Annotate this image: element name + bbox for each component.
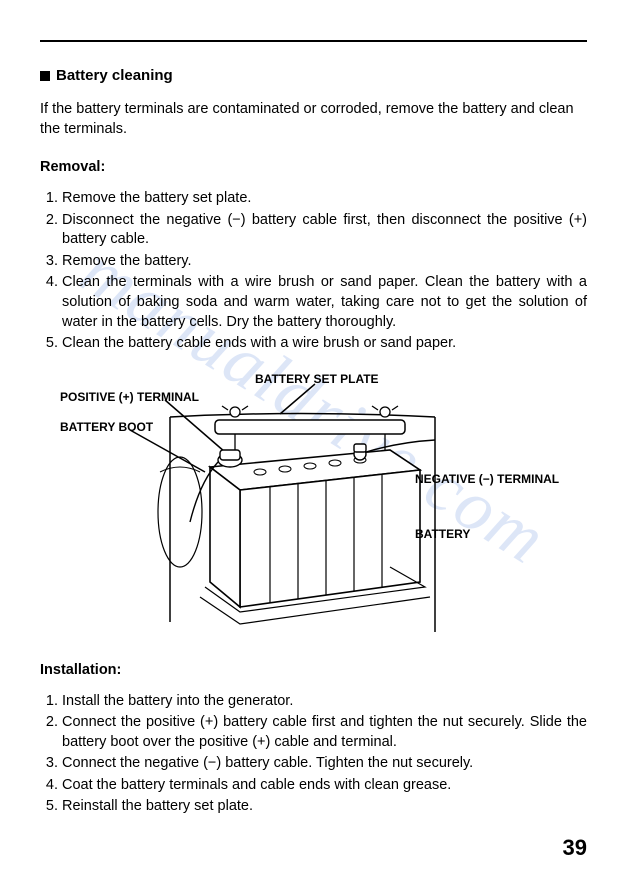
label-boot: BATTERY BOOT: [60, 420, 153, 434]
list-item: Remove the battery.: [62, 252, 587, 272]
list-item: Connect the positive (+) battery cable f…: [62, 713, 587, 752]
list-item: Coat the battery terminals and cable end…: [62, 776, 587, 796]
battery-diagram: BATTERY SET PLATE POSITIVE (+) TERMINAL …: [40, 372, 587, 652]
list-item: Remove the battery set plate.: [62, 189, 587, 209]
section-title: Battery cleaning: [40, 67, 587, 84]
list-item: Clean the terminals with a wire brush or…: [62, 273, 587, 332]
page-content: Battery cleaning If the battery terminal…: [0, 0, 627, 881]
list-item: Install the battery into the generator.: [62, 692, 587, 712]
top-rule: [40, 40, 587, 42]
page-number: 39: [563, 835, 587, 861]
removal-steps: Remove the battery set plate. Disconnect…: [40, 189, 587, 354]
label-pos-terminal: POSITIVE (+) TERMINAL: [60, 390, 199, 404]
removal-heading: Removal:: [40, 159, 587, 175]
list-item: Disconnect the negative (−) battery cabl…: [62, 211, 587, 250]
battery-illustration: [40, 372, 587, 652]
intro-paragraph: If the battery terminals are contaminate…: [40, 100, 587, 139]
square-bullet-icon: [40, 71, 50, 81]
label-battery: BATTERY: [415, 527, 470, 541]
label-neg-terminal: NEGATIVE (−) TERMINAL: [415, 472, 559, 486]
installation-steps: Install the battery into the generator. …: [40, 692, 587, 817]
installation-heading: Installation:: [40, 662, 587, 678]
list-item: Connect the negative (−) battery cable. …: [62, 754, 587, 774]
label-set-plate: BATTERY SET PLATE: [255, 372, 379, 386]
list-item: Reinstall the battery set plate.: [62, 797, 587, 817]
section-title-text: Battery cleaning: [56, 67, 173, 84]
list-item: Clean the battery cable ends with a wire…: [62, 334, 587, 354]
